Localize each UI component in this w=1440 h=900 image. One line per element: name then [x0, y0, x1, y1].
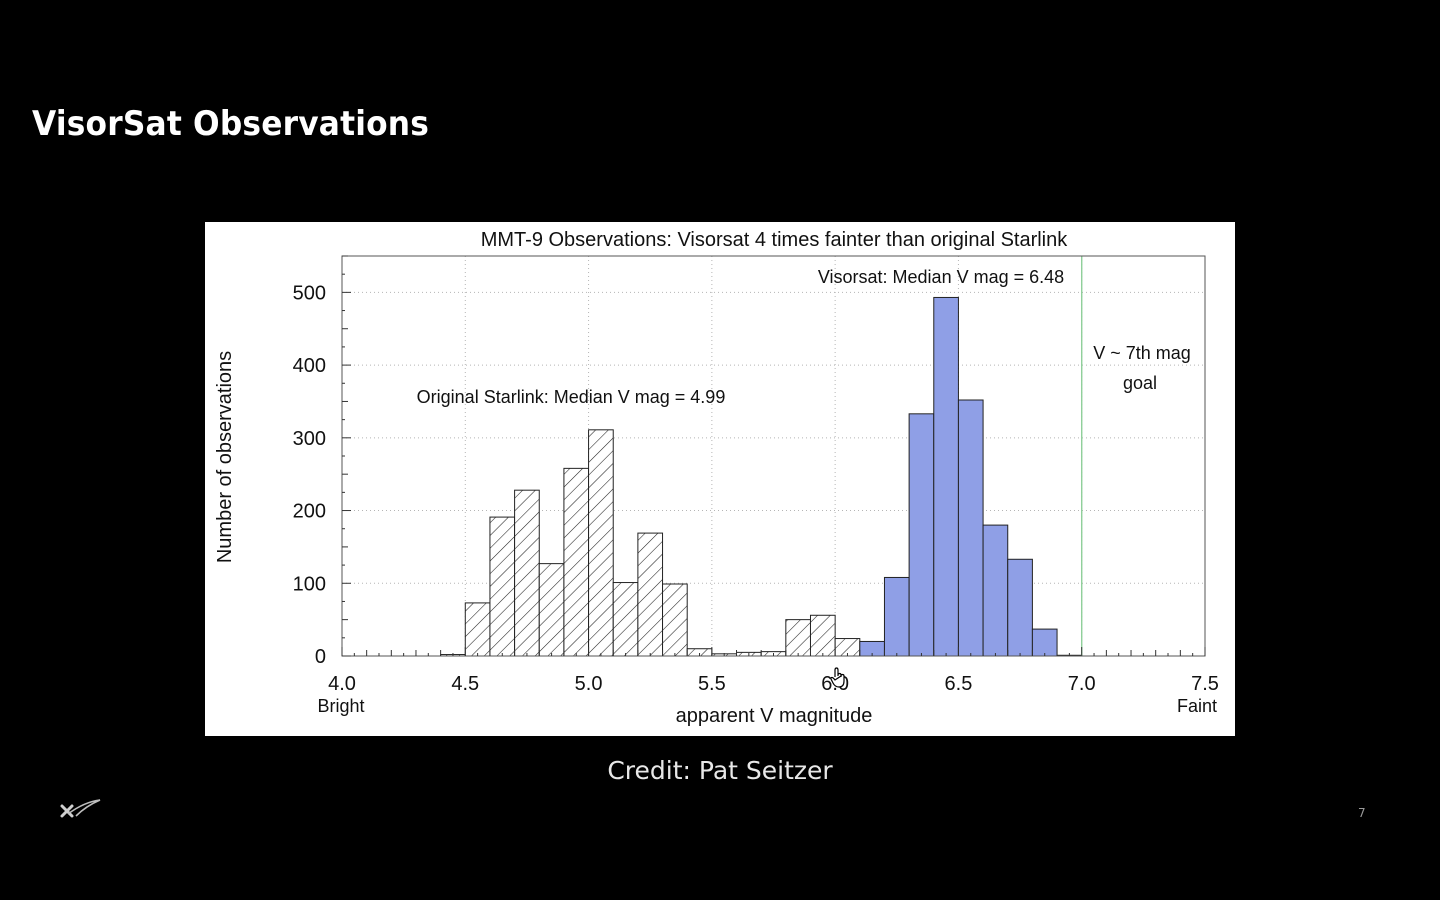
histogram-bar-starlink [809, 614, 836, 657]
annotation-goal-line1: V ~ 7th mag [1093, 343, 1191, 363]
histogram-bar-starlink [538, 563, 565, 657]
chart-panel: 4.04.55.05.56.06.57.07.50100200300400500… [205, 222, 1235, 736]
histogram-bar-visorsat [1007, 558, 1033, 657]
y-tick-label: 300 [293, 428, 326, 450]
y-tick-label: 100 [293, 573, 326, 595]
hand-cursor-icon [830, 667, 845, 688]
slide-title: VisorSat Observations [32, 104, 430, 144]
histogram-bar-starlink [785, 619, 811, 657]
grid-lines [341, 256, 1206, 657]
annotation-goal-line2: goal [1123, 373, 1157, 393]
histogram-bar-visorsat [982, 524, 1009, 657]
x-tick-label: 4.0 [328, 673, 356, 695]
histogram-bar-visorsat [908, 413, 935, 657]
histogram-bar-visorsat [1031, 628, 1058, 657]
histogram-bar-visorsat [957, 399, 984, 657]
x-tick-label: 6.5 [945, 673, 973, 695]
x-tick-label: 5.5 [698, 673, 726, 695]
annotation-starlink-median: Original Starlink: Median V mag = 4.99 [417, 387, 726, 407]
x-axis-label: apparent V magnitude [676, 705, 873, 727]
credit-text: Credit: Pat Seitzer [607, 756, 833, 785]
histogram-bars [440, 296, 1083, 657]
x-end-label-faint: Faint [1177, 696, 1217, 716]
histogram-bar-starlink [612, 582, 639, 657]
spacex-x-icon [60, 799, 101, 818]
y-tick-label: 400 [293, 355, 326, 377]
plot-frame [341, 255, 1206, 657]
x-tick-label: 7.5 [1191, 673, 1219, 695]
x-tick-label: 7.0 [1068, 673, 1096, 695]
page-number: 7 [1358, 806, 1366, 820]
histogram-chart: 4.04.55.05.56.06.57.07.50100200300400500… [214, 229, 1219, 727]
chart-title: MMT-9 Observations: Visorsat 4 times fai… [481, 229, 1069, 251]
annotation-visorsat-median: Visorsat: Median V mag = 6.48 [818, 267, 1064, 287]
y-axis-label: Number of observations [214, 351, 236, 563]
histogram-bar-visorsat [883, 576, 910, 657]
histogram-bar-starlink [464, 602, 491, 657]
y-tick-label: 500 [293, 282, 326, 304]
histogram-bar-starlink [489, 516, 516, 657]
x-tick-label: 4.5 [451, 673, 479, 695]
x-end-label-bright: Bright [317, 696, 364, 716]
x-tick-label: 5.0 [575, 673, 603, 695]
histogram-bar-starlink [514, 489, 540, 657]
histogram-bar-starlink [563, 467, 590, 657]
histogram-bar-starlink [662, 583, 688, 657]
y-tick-label: 0 [315, 646, 326, 668]
histogram-bar-starlink [588, 429, 614, 657]
histogram-bar-visorsat [933, 296, 959, 657]
histogram-bar-starlink [637, 532, 664, 657]
y-tick-label: 200 [293, 501, 326, 523]
